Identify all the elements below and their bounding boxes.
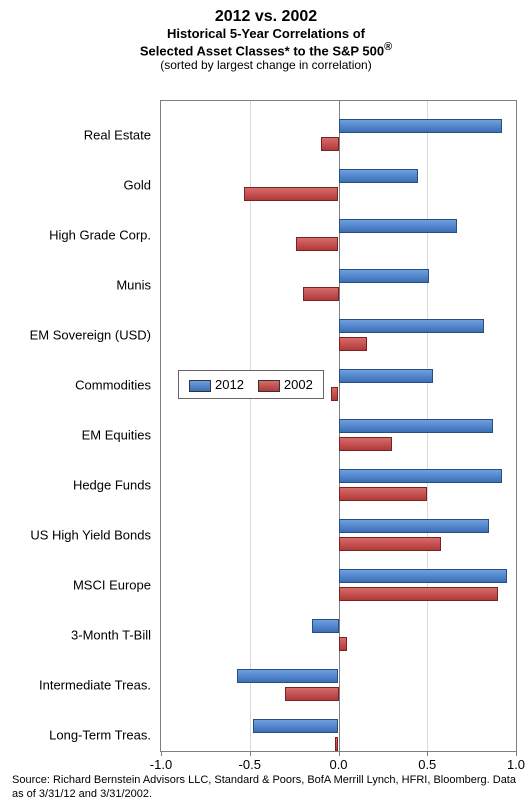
category-label: EM Equities	[82, 428, 151, 443]
x-tick-label: 0.5	[418, 757, 436, 772]
bar-2012	[339, 219, 458, 233]
bar-2002	[339, 337, 367, 351]
legend-item-2012: 2012	[189, 377, 244, 392]
x-tick	[516, 751, 517, 756]
x-tick-label: -1.0	[150, 757, 172, 772]
x-tick	[339, 751, 340, 756]
swatch-2002	[258, 380, 280, 392]
bar-2002	[321, 137, 339, 151]
title-line-1: 2012 vs. 2002	[0, 8, 532, 26]
title-line-2: Historical 5-Year Correlations of	[0, 26, 532, 41]
bar-2002	[339, 537, 442, 551]
category-label: Hedge Funds	[73, 478, 151, 493]
category-label: Commodities	[75, 378, 151, 393]
plot-area: -1.0-0.50.00.51.0Real EstateGoldHigh Gra…	[160, 100, 517, 752]
category-label: 3-Month T-Bill	[71, 628, 151, 643]
bar-2002	[296, 237, 339, 251]
swatch-2012	[189, 380, 211, 392]
bar-2002	[339, 437, 392, 451]
bar-2012	[339, 319, 485, 333]
bar-2012	[253, 719, 338, 733]
bar-2012	[339, 519, 490, 533]
legend: 2012 2002	[178, 370, 324, 399]
bar-2002	[303, 287, 339, 301]
x-tick	[161, 751, 162, 756]
x-tick	[427, 751, 428, 756]
bar-2012	[312, 619, 339, 633]
bar-2012	[339, 169, 419, 183]
bar-2012	[339, 569, 508, 583]
bar-2002	[339, 487, 428, 501]
category-label: Munis	[116, 278, 151, 293]
x-tick	[250, 751, 251, 756]
chart-title-block: 2012 vs. 2002 Historical 5-Year Correlat…	[0, 8, 532, 72]
category-label: MSCI Europe	[73, 578, 151, 593]
chart-subtitle: (sorted by largest change in correlation…	[0, 58, 532, 72]
bar-2002	[335, 737, 339, 751]
bar-2002	[339, 637, 348, 651]
bar-2012	[339, 369, 433, 383]
x-tick-label: -0.5	[239, 757, 261, 772]
x-tick-label: 1.0	[507, 757, 525, 772]
bar-2002	[339, 587, 499, 601]
bar-2012	[339, 269, 430, 283]
bar-2012	[339, 469, 502, 483]
bar-2002	[331, 387, 338, 401]
source-text: Source: Richard Bernstein Advisors LLC, …	[12, 774, 520, 802]
category-label: Gold	[124, 178, 151, 193]
bar-2012	[237, 669, 338, 683]
category-label: US High Yield Bonds	[30, 528, 151, 543]
category-label: Real Estate	[84, 128, 151, 143]
category-label: Intermediate Treas.	[39, 678, 151, 693]
title-line-3: Selected Asset Classes* to the S&P 500®	[0, 41, 532, 58]
x-tick-label: 0.0	[329, 757, 347, 772]
bar-2012	[339, 419, 493, 433]
category-label: Long-Term Treas.	[49, 728, 151, 743]
category-label: EM Sovereign (USD)	[30, 328, 151, 343]
bar-2012	[339, 119, 502, 133]
bar-2002	[285, 687, 338, 701]
legend-item-2002: 2002	[258, 377, 313, 392]
category-label: High Grade Corp.	[49, 228, 151, 243]
bar-2002	[244, 187, 338, 201]
